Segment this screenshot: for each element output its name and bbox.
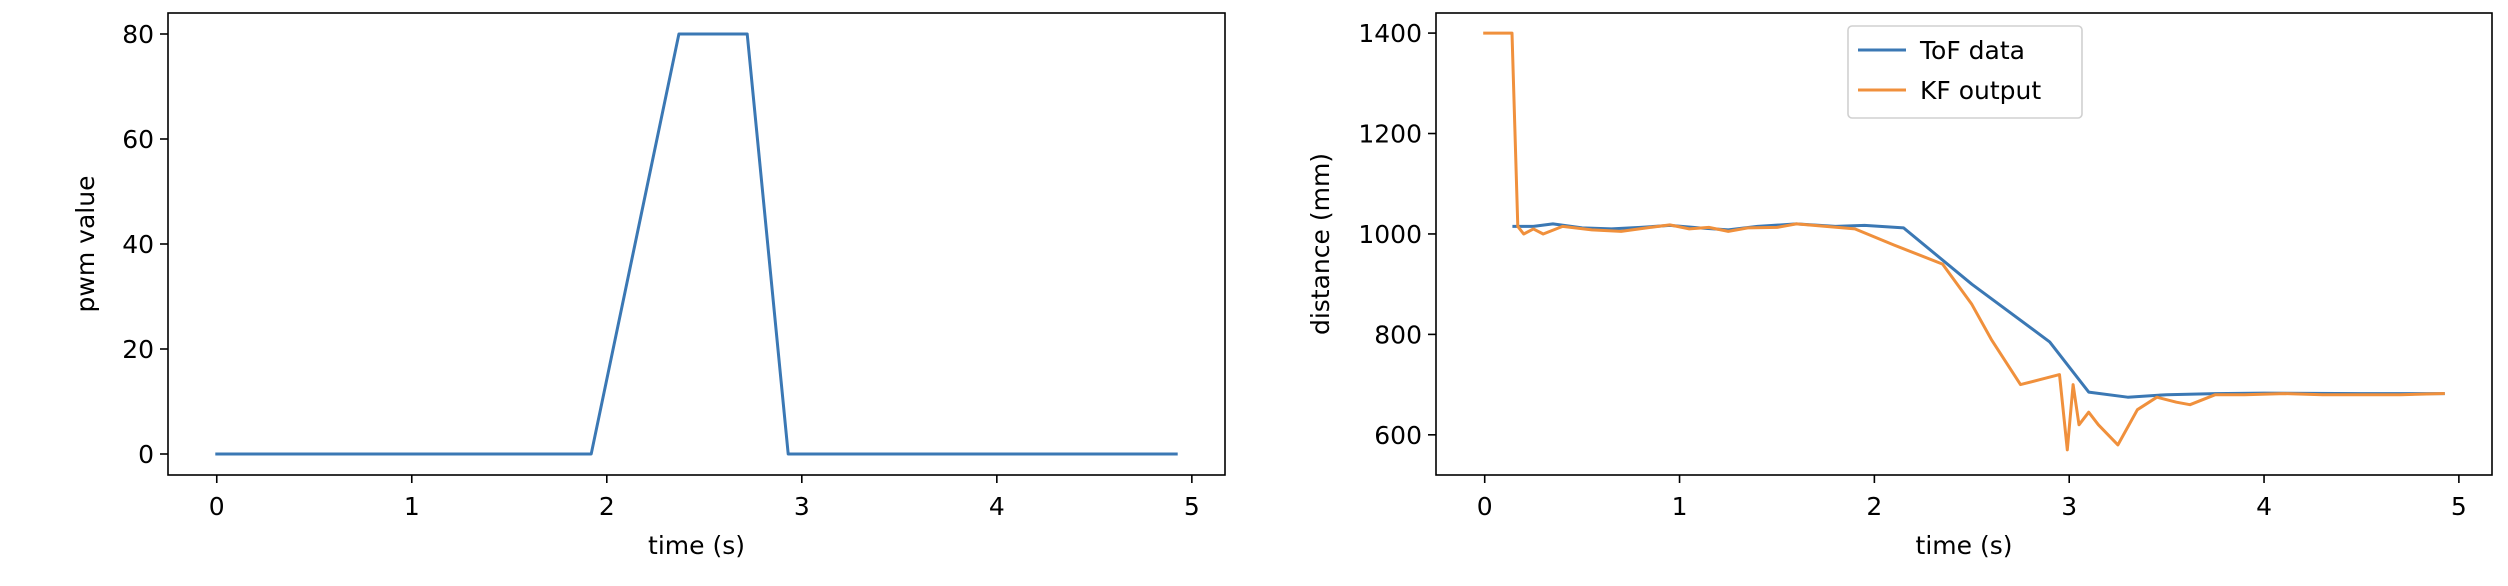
chart2-y-tick-label: 1000 — [1358, 220, 1422, 249]
chart2-y-tick-label: 1200 — [1358, 120, 1422, 149]
chart1-y-tick-label: 60 — [122, 125, 154, 154]
chart2: 0 1 2 3 4 5 600 800 1000 1200 1400 time (s) distance… — [1306, 12, 2493, 560]
chart2-x-tick-label: 1 — [1672, 492, 1688, 521]
chart2-x-tick-label: 2 — [1866, 492, 1882, 521]
chart1-y-tick-label: 20 — [122, 335, 154, 364]
chart1-axes-frame — [167, 12, 1226, 476]
chart2-y-axis-label: distance (mm) — [1306, 153, 1335, 335]
chart1-y-tick-label: 0 — [138, 440, 154, 469]
chart2-series-line-1 — [1512, 222, 2445, 399]
chart2-y-tick-label: 1400 — [1358, 19, 1422, 48]
chart2-y-tick-label: 800 — [1374, 320, 1422, 349]
chart2-x-tick-label: 4 — [2256, 492, 2272, 521]
chart1-x-axis-label: time (s) — [648, 531, 745, 560]
chart1-x-tick-label: 0 — [209, 492, 225, 521]
chart2-series-line-2 — [1483, 31, 2445, 452]
chart1-y-axis-label: pwm value — [71, 176, 100, 313]
chart2-legend-label-2: KF output — [1920, 76, 2041, 105]
chart2-y-tick-label: 600 — [1374, 421, 1422, 450]
chart2-x-tick-label: 0 — [1477, 492, 1493, 521]
chart1-x-tick-label: 3 — [794, 492, 810, 521]
chart2-legend-label-1: ToF data — [1919, 36, 2025, 65]
chart2-legend-frame — [1847, 25, 2083, 119]
chart2-x-tick-label: 5 — [2451, 492, 2467, 521]
chart2-x-tick-label: 3 — [2061, 492, 2077, 521]
chart1-y-tick-label: 80 — [122, 20, 154, 49]
chart2-legend: ToF data KF output — [1847, 25, 2083, 119]
chart1-x-tick-label: 2 — [599, 492, 615, 521]
chart1-x-tick-label: 5 — [1184, 492, 1200, 521]
chart1: 0 1 2 3 4 5 0 20 40 60 80 time (s) pwm value — [71, 12, 1226, 560]
chart1-x-tick-label: 1 — [404, 492, 420, 521]
chart1-y-tick-label: 40 — [122, 230, 154, 259]
chart1-series-line-1 — [215, 32, 1178, 456]
chart1-x-tick-label: 4 — [989, 492, 1005, 521]
chart2-x-axis-label: time (s) — [1916, 531, 2013, 560]
chart2-axes-frame — [1435, 12, 2493, 476]
